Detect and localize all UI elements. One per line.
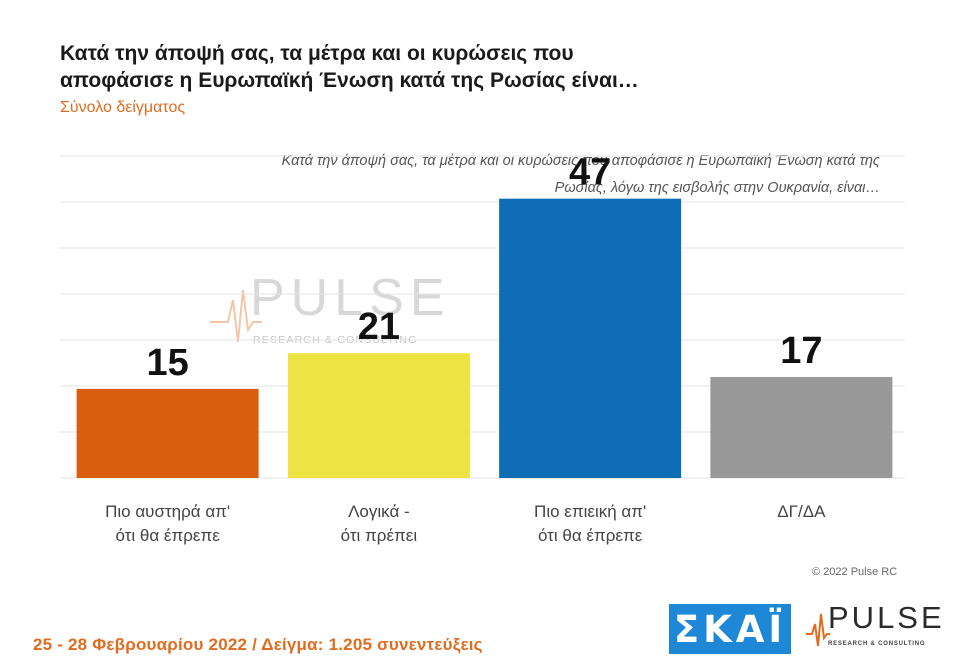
category-label: Πιο επιεική απ' [534,502,646,521]
bar [710,376,893,478]
question-text: Κατά την άποψή σας, τα μέτρα και οι κυρώ… [140,148,880,202]
data-label: 15 [146,342,188,384]
category-label: ότι πρέπει [341,526,418,545]
data-label: 17 [780,330,822,372]
watermark-wave-icon [210,289,262,343]
pulse-logo: PULSE RESEARCH & CONSULTING [806,600,946,656]
category-label: ΔΓ/ΔΑ [777,502,826,521]
chart-subtitle: Σύνολο δείγματος [60,99,186,116]
category-label: Πιο αυστηρά απ' [105,502,230,521]
data-label: 21 [358,306,400,348]
bar [499,198,682,478]
pulse-logo-subtitle: RESEARCH & CONSULTING [828,641,926,647]
copyright-notice: © 2022 Pulse RC [812,566,898,578]
pulse-wave-icon [806,613,830,647]
bar [287,353,470,478]
data-label: 47 [569,152,611,194]
watermark-logo: PULSE [250,269,451,327]
chart-title: Κατά την άποψή σας, τα μέτρα και οι κυρώ… [60,40,760,94]
category-label: ότι θα έπρεπε [115,526,220,545]
survey-footer: 25 - 28 Φεβρουαρίου 2022 / Δείγμα: 1.205… [33,635,483,654]
skai-logo: ΣΚΑΪ [669,604,791,654]
chart-title-line: Κατά την άποψή σας, τα μέτρα και οι κυρώ… [60,42,574,65]
bar [76,388,259,478]
category-label: ότι θα έπρεπε [538,526,643,545]
chart-title-line: αποφάσισε η Ευρωπαϊκή Ένωση κατά της Ρωσ… [60,69,639,92]
category-label: Λογικά - [348,502,410,521]
question-line: Ρωσίας, λόγω της εισβολής στην Ουκρανία,… [554,180,880,196]
pulse-logo-text: PULSE [828,600,945,635]
question-line: Κατά την άποψή σας, τα μέτρα και οι κυρώ… [281,153,880,169]
